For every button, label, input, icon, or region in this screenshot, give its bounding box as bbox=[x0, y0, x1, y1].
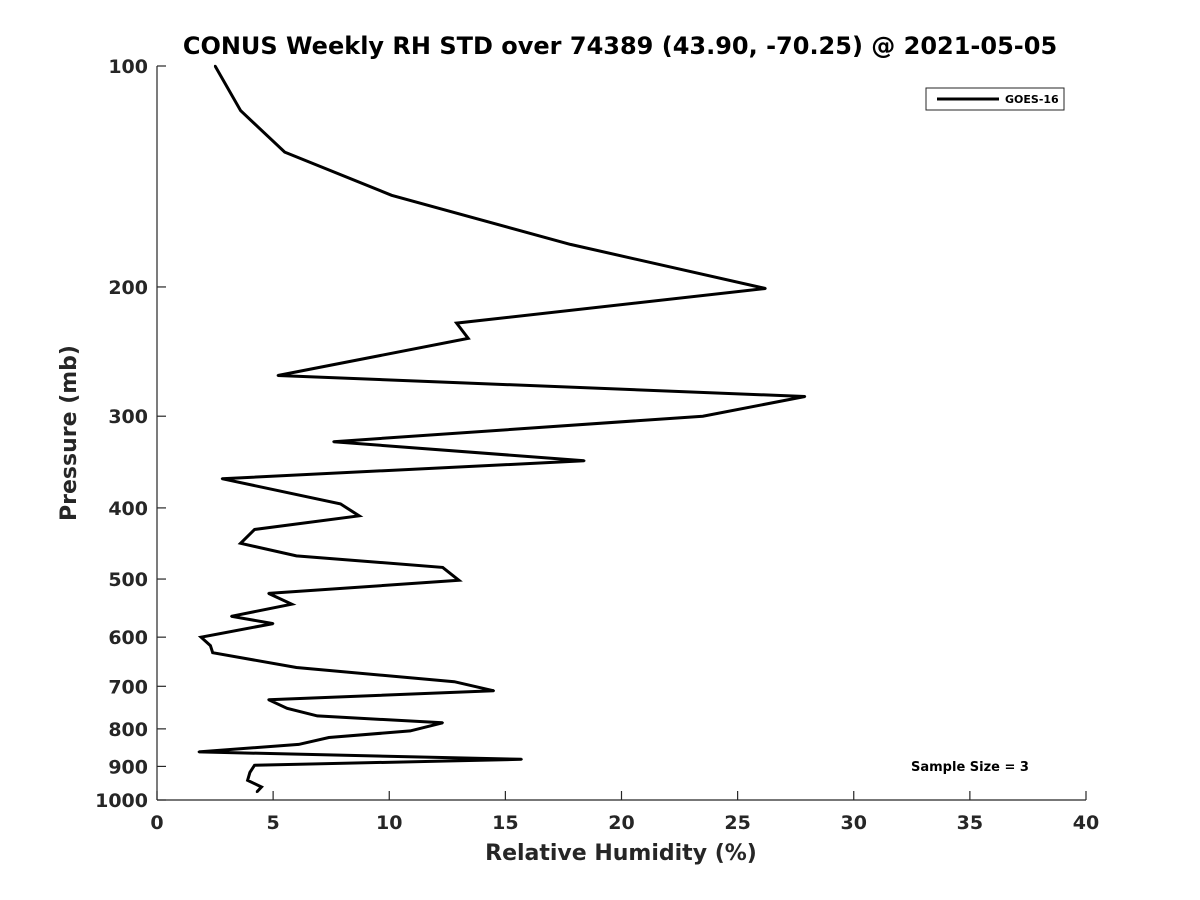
data-point bbox=[255, 790, 259, 794]
y-tick-label: 600 bbox=[108, 627, 148, 649]
data-point bbox=[199, 636, 203, 639]
y-tick-label: 400 bbox=[108, 498, 148, 520]
data-point bbox=[283, 150, 286, 154]
sample-size-annotation: Sample Size = 3 bbox=[911, 760, 1029, 775]
data-point bbox=[332, 440, 335, 443]
data-point bbox=[260, 785, 263, 789]
data-point bbox=[213, 64, 217, 68]
data-point bbox=[467, 337, 470, 340]
data-point bbox=[197, 750, 200, 754]
y-tick-label: 700 bbox=[108, 676, 148, 698]
data-point bbox=[209, 644, 212, 647]
data-point bbox=[295, 554, 298, 558]
x-tick-label: 0 bbox=[150, 812, 163, 834]
data-point bbox=[297, 743, 300, 746]
x-tick-label: 40 bbox=[1073, 812, 1099, 834]
data-point bbox=[390, 194, 393, 197]
x-tick-label: 35 bbox=[957, 812, 983, 834]
legend-label: GOES-16 bbox=[1005, 93, 1059, 106]
data-point bbox=[441, 721, 444, 724]
chart-title: CONUS Weekly RH STD over 74389 (43.90, -… bbox=[183, 32, 1057, 60]
data-point bbox=[569, 243, 572, 246]
data-point bbox=[457, 579, 461, 582]
data-point bbox=[211, 651, 214, 654]
data-point bbox=[316, 714, 319, 718]
y-tick-label: 800 bbox=[108, 719, 148, 741]
y-tick-label: 900 bbox=[108, 756, 148, 778]
data-point bbox=[220, 477, 224, 480]
data-point bbox=[285, 707, 289, 710]
y-tick-label: 300 bbox=[108, 406, 148, 428]
data-point bbox=[246, 779, 249, 782]
data-point bbox=[327, 736, 331, 739]
y-axis-label: Pressure (mb) bbox=[57, 345, 82, 521]
x-axis-label: Relative Humidity (%) bbox=[485, 841, 757, 866]
legend: GOES-16 bbox=[925, 87, 1065, 111]
data-point bbox=[492, 689, 495, 692]
data-point bbox=[409, 729, 412, 733]
y-tick-label: 500 bbox=[108, 569, 148, 591]
data-point bbox=[520, 758, 523, 761]
axis-ticks: 0 5 10 15 20 25 30 35 40 100 200 300 400 500 600 700 800… bbox=[95, 56, 1099, 834]
data-point bbox=[253, 764, 256, 767]
data-point bbox=[357, 514, 361, 517]
x-tick-label: 15 bbox=[492, 812, 518, 834]
x-tick-label: 5 bbox=[267, 812, 280, 834]
data-point bbox=[441, 566, 444, 569]
data-point bbox=[803, 395, 807, 398]
series-points bbox=[197, 64, 807, 794]
data-point bbox=[455, 321, 458, 325]
data-point bbox=[276, 374, 279, 377]
y-tick-label: 200 bbox=[108, 277, 148, 299]
data-point bbox=[295, 666, 298, 669]
data-point bbox=[239, 109, 242, 112]
x-tick-label: 25 bbox=[724, 812, 750, 834]
data-point bbox=[764, 287, 767, 290]
data-point bbox=[290, 603, 293, 606]
data-point bbox=[271, 622, 275, 625]
data-point bbox=[267, 698, 270, 701]
data-point bbox=[248, 771, 252, 774]
y-tick-label: 1000 bbox=[95, 790, 148, 812]
data-point bbox=[583, 459, 586, 462]
data-point bbox=[253, 528, 256, 531]
x-tick-label: 30 bbox=[841, 812, 867, 834]
data-point bbox=[239, 542, 242, 545]
data-point bbox=[453, 680, 456, 683]
data-point bbox=[339, 502, 342, 506]
data-point bbox=[267, 592, 270, 595]
data-point bbox=[230, 615, 233, 618]
y-tick-label: 100 bbox=[108, 56, 148, 78]
data-point bbox=[701, 415, 704, 418]
x-tick-label: 20 bbox=[608, 812, 634, 834]
x-tick-label: 10 bbox=[376, 812, 402, 834]
